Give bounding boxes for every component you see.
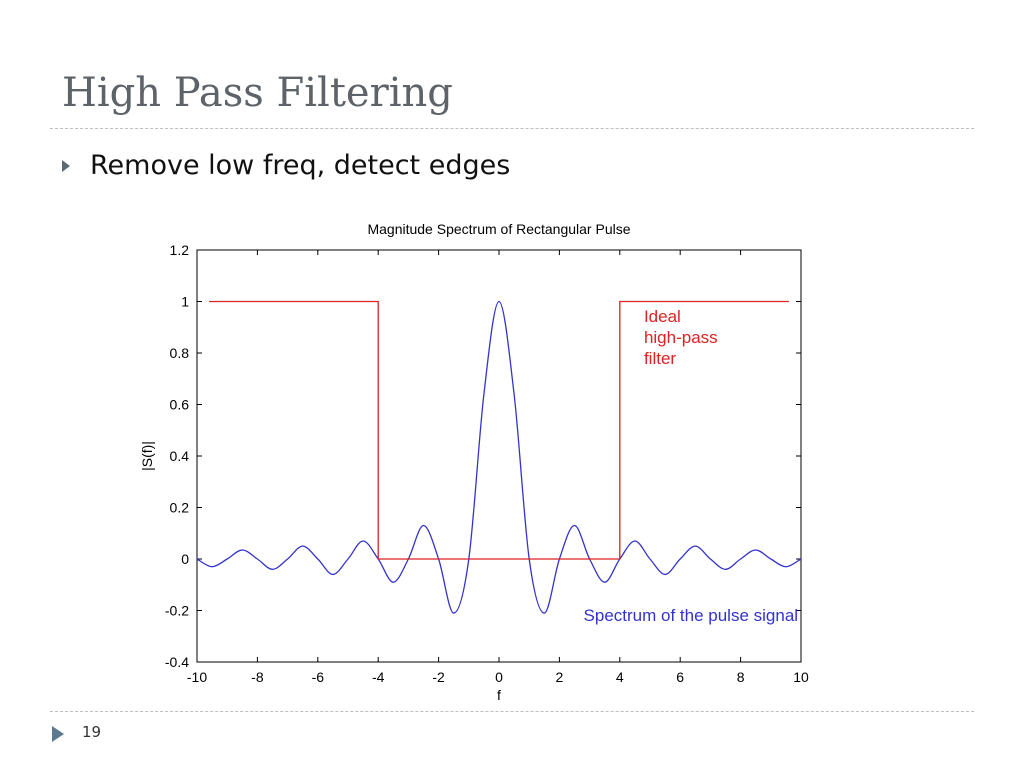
title-divider (50, 128, 974, 129)
footer-arrow-icon (52, 726, 64, 742)
bullet-text: Remove low freq, detect edges (90, 150, 511, 181)
bullet-arrow-icon (62, 159, 70, 172)
footer-divider (50, 711, 974, 712)
x-tick-label: 10 (793, 669, 809, 685)
x-tick-label: -4 (372, 669, 385, 685)
page-number: 19 (82, 723, 102, 741)
filter-annotation-line: high-pass (644, 328, 718, 347)
spectrum-annotation: Spectrum of the pulse signal (584, 606, 799, 625)
x-tick-label: -6 (312, 669, 325, 685)
y-tick-label: 0.4 (170, 448, 190, 464)
pulse-spectrum-series (196, 300, 802, 614)
y-tick-label: -0.4 (165, 654, 189, 670)
x-tick-label: 8 (737, 669, 745, 685)
high-pass-filter-line (209, 300, 789, 560)
y-tick-label: 1 (181, 294, 189, 310)
y-axis-label: |S(f)| (139, 441, 155, 471)
slide-title: High Pass Filtering (62, 70, 453, 116)
y-tick-label: 0.2 (170, 500, 190, 516)
y-tick-label: 0.8 (170, 345, 190, 361)
chart-title: Magnitude Spectrum of Rectangular Pulse (367, 221, 630, 237)
pulse-spectrum-line (196, 300, 802, 614)
y-tick-label: 0 (181, 551, 189, 567)
x-tick-label: -8 (251, 669, 264, 685)
filter-annotation-line: Ideal (644, 307, 681, 326)
x-tick-label: 6 (676, 669, 684, 685)
x-tick-label: 2 (556, 669, 564, 685)
plot-frame (196, 249, 802, 663)
x-axis-label: f (497, 687, 501, 703)
filter-annotation-line: filter (644, 349, 676, 368)
x-tick-label: 0 (495, 669, 503, 685)
y-tick-label: 0.6 (170, 397, 190, 413)
y-tick-label: -0.2 (165, 603, 189, 619)
y-tick-label: 1.2 (170, 242, 190, 258)
x-tick-label: 4 (616, 669, 624, 685)
x-tick-label: -2 (432, 669, 445, 685)
x-tick-label: -10 (187, 669, 207, 685)
bullet-item: Remove low freq, detect edges (62, 150, 510, 181)
high-pass-filter-series (209, 300, 789, 560)
